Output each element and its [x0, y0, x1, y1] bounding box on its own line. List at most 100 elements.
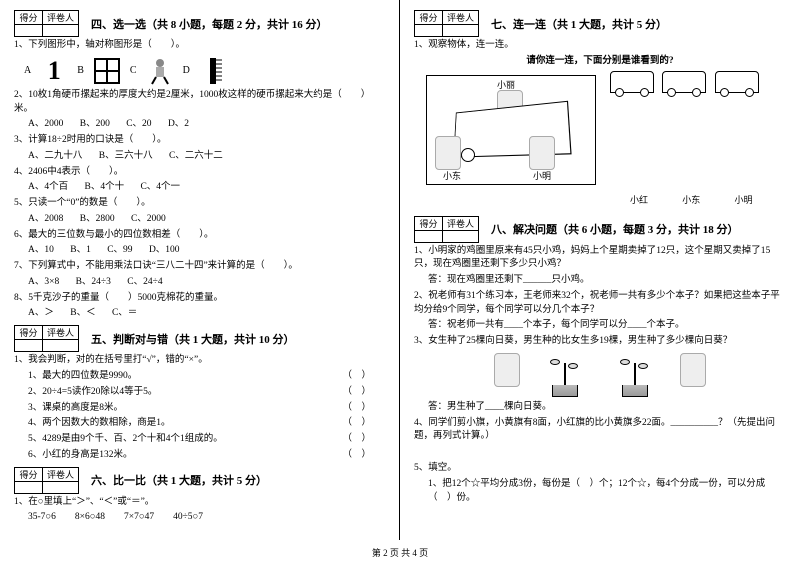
tf-box: （ ） — [342, 386, 371, 400]
section7-title: 七、连一连（共 1 大题，共计 5 分） — [491, 16, 667, 32]
section4-header: 得分 评卷人 四、选一选（共 8 小题，每题 2 分，共计 16 分） — [14, 10, 385, 37]
score-table-8: 得分 评卷人 — [414, 216, 479, 243]
s8-q3-ans: 答：男生种了____棵向日葵。 — [414, 401, 786, 415]
s8-q3: 3、女生种了25棵向日葵，男生种的比女生多19棵，男生种了多少棵向日葵？ — [414, 335, 786, 349]
section7-header: 得分 评卷人 七、连一连（共 1 大题，共计 5 分） — [414, 10, 786, 37]
s8-q5-sub: 1、把12个☆平均分成3份，每份是（ ）个；12个☆，每4个分成一份，可以分成（… — [414, 478, 786, 506]
van-view-3-icon — [715, 71, 759, 93]
s5i1: 1、最大的四位数是9990。 — [28, 370, 137, 384]
kid-left-icon — [435, 136, 461, 170]
opt-c-label: C — [130, 65, 137, 76]
score-label: 得分 — [15, 11, 43, 25]
s4-q1-options: A 1 B C D — [24, 56, 385, 86]
s4-q4-opts: A、4个百 B、4个十 C、4个一 — [14, 181, 385, 195]
s5i4: 4、两个因数大的数相除，商是1。 — [28, 417, 171, 431]
van-view-1-icon — [610, 71, 654, 93]
s4-q1: 1、下列图形中，轴对称图形是（ ）。 — [14, 39, 385, 53]
person-xiaodong: 小东 — [443, 169, 461, 182]
s4q2c: C、20 — [126, 119, 151, 129]
s5-stem: 1、我会判断，对的在括号里打“√”，错的“×”。 — [14, 354, 385, 368]
section6-title: 六、比一比（共 1 大题，共计 5 分） — [91, 472, 267, 488]
s8-q2: 2、祝老师有31个练习本，王老师来32个，祝老师一共有多少个本子？如果把这些本子… — [414, 290, 786, 318]
s6-row: 35-7○6 8×6○48 7×7○47 40÷5○7 — [14, 511, 385, 525]
s4q3a: A、二九十八 — [28, 151, 82, 161]
wheel-icon — [461, 148, 475, 162]
s4-q4: 4、2406中4表示（ ）。 — [14, 166, 385, 180]
left-column: 得分 评卷人 四、选一选（共 8 小题，每题 2 分，共计 16 分） 1、下列… — [0, 0, 400, 540]
s4-q5-opts: A、2008 B、2800 C、2000 — [14, 213, 385, 227]
s4q8c: C、＝ — [112, 308, 137, 318]
section5-header: 得分 评卷人 五、判断对与错（共 1 大题，共计 10 分） — [14, 325, 385, 352]
s5i2: 2、20÷4=5读作20除以4等于5。 — [28, 386, 157, 400]
s4-q8: 8、5千克沙子的重量（ ）5000克棉花的重量。 — [14, 292, 385, 306]
s8-q1-ans: 答：现在鸡圈里还剩下______只小鸡。 — [414, 274, 786, 288]
section4-title: 四、选一选（共 8 小题，每题 2 分，共计 16 分） — [91, 16, 328, 32]
van-names: 小红 小东 小明 — [614, 193, 786, 206]
s5i6: 6、小红的身高是132米。 — [28, 449, 133, 463]
section8-title: 八、解决问题（共 6 小题，每题 3 分，共计 18 分） — [491, 221, 739, 237]
section8-header: 得分 评卷人 八、解决问题（共 6 小题，每题 3 分，共计 18 分） — [414, 216, 786, 243]
s4q4c: C、4个一 — [140, 182, 180, 192]
score-label: 得分 — [415, 216, 443, 230]
s4q6b: B、1 — [70, 245, 91, 255]
s4q6c: C、99 — [107, 245, 132, 255]
grader-label: 评卷人 — [443, 216, 479, 230]
s4q3c: C、二六十二 — [169, 151, 223, 161]
plant-figure — [414, 353, 786, 397]
s4q8a: A、＞ — [28, 308, 54, 318]
van-views — [607, 71, 762, 96]
page-footer: 第 2 页 共 4 页 — [0, 546, 800, 559]
kid-boy-icon — [494, 353, 520, 387]
score-table-7: 得分 评卷人 — [414, 10, 479, 37]
s4-q8-opts: A、＞ B、＜ C、＝ — [14, 307, 385, 321]
s7-figure-wrap: 小丽 小东 小明 — [414, 71, 786, 189]
sunflower-1-icon — [540, 353, 590, 397]
s4q7c: C、24÷4 — [127, 277, 162, 287]
comb-icon — [198, 56, 228, 86]
s4q4b: B、4个十 — [85, 182, 125, 192]
s4-q3: 3、计算18÷2时用的口诀是（ ）。 — [14, 134, 385, 148]
tf-box: （ ） — [342, 433, 371, 447]
s4q5a: A、2008 — [28, 214, 63, 224]
s4-q3-opts: A、二九十八 B、三六十八 C、二六十二 — [14, 150, 385, 164]
s4-q2: 2、10枚1角硬币摞起来的厚度大约是2厘米，1000枚这样的硬币摞起来大约是（ … — [14, 89, 385, 117]
s4-q2-opts: A、2000 B、200 C、20 D、2 — [14, 118, 385, 132]
s4q2b: B、200 — [80, 119, 110, 129]
section6-header: 得分 评卷人 六、比一比（共 1 大题，共计 5 分） — [14, 467, 385, 494]
score-table-4: 得分 评卷人 — [14, 10, 79, 37]
tf-box: （ ） — [342, 370, 371, 384]
person-xiaoli: 小丽 — [497, 78, 515, 91]
s4-q7: 7、下列算式中，不能用乘法口诀“三八二十四”来计算的是（ ）。 — [14, 260, 385, 274]
s5i5: 5、4289是由9个千、百、2个十和4个1组成的。 — [28, 433, 223, 447]
s6-stem: 1、在○里填上“＞”、“＜”或“＝”。 — [14, 496, 385, 510]
window-grid-icon — [92, 56, 122, 86]
section5-title: 五、判断对与错（共 1 大题，共计 10 分） — [91, 331, 295, 347]
s4q8b: B、＜ — [70, 308, 95, 318]
s8-q4: 4、同学们剪小旗，小黄旗有8面，小红旗的比小黄旗多22面。__________？… — [414, 417, 786, 445]
s4q7a: A、3×8 — [28, 277, 59, 287]
tf-box: （ ） — [342, 449, 371, 463]
s4q6a: A、10 — [28, 245, 54, 255]
s5-items: 1、最大的四位数是9990。 （ ） 2、20÷4=5读作20除以4等于5。 （ ）… — [14, 370, 385, 463]
s4-q5: 5、只读一个“0”的数是（ ）。 — [14, 197, 385, 211]
kid-right-icon — [529, 136, 555, 170]
s5i3: 3、课桌的高度是8米。 — [28, 402, 123, 416]
van-view-2-icon — [662, 71, 706, 93]
opt-a-label: A — [24, 65, 31, 76]
s4q2a: A、2000 — [28, 119, 63, 129]
s4q7b: B、24÷3 — [76, 277, 111, 287]
spacer — [414, 446, 786, 460]
name-xiaodong: 小东 — [666, 193, 716, 206]
s4q6d: D、100 — [149, 245, 180, 255]
s4-q7-opts: A、3×8 B、24÷3 C、24÷4 — [14, 276, 385, 290]
s4q2d: D、2 — [168, 119, 189, 129]
score-table-6: 得分 评卷人 — [14, 467, 79, 494]
grader-label: 评卷人 — [43, 467, 79, 481]
kid-girl-icon — [680, 353, 706, 387]
s4-q6: 6、最大的三位数与最小的四位数相差（ ）。 — [14, 229, 385, 243]
person-xiaoming: 小明 — [533, 169, 551, 182]
s8-q1: 1、小明家的鸡圈里原来有45只小鸡，妈妈上个星期卖掉了12只，这个星期又卖掉了1… — [414, 245, 786, 273]
score-label: 得分 — [15, 326, 43, 340]
kid-running-icon — [145, 56, 175, 86]
s4q5b: B、2800 — [80, 214, 115, 224]
